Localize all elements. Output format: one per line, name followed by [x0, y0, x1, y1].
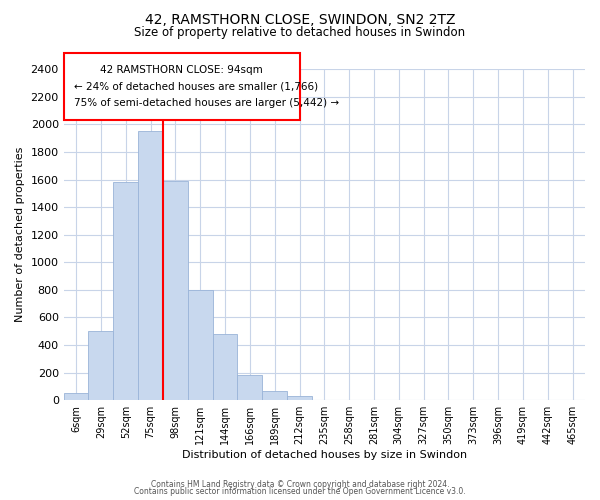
Bar [238, 374, 262, 400]
Bar [163, 181, 188, 400]
Bar [287, 396, 312, 400]
Text: Size of property relative to detached houses in Swindon: Size of property relative to detached ho… [134, 26, 466, 39]
Text: 42, RAMSTHORN CLOSE, SWINDON, SN2 2TZ: 42, RAMSTHORN CLOSE, SWINDON, SN2 2TZ [145, 12, 455, 26]
Bar [138, 132, 163, 400]
Bar [212, 334, 238, 400]
FancyBboxPatch shape [64, 52, 299, 120]
Bar [188, 290, 212, 400]
Text: 42 RAMSTHORN CLOSE: 94sqm: 42 RAMSTHORN CLOSE: 94sqm [100, 64, 263, 74]
X-axis label: Distribution of detached houses by size in Swindon: Distribution of detached houses by size … [182, 450, 467, 460]
Text: Contains HM Land Registry data © Crown copyright and database right 2024.: Contains HM Land Registry data © Crown c… [151, 480, 449, 489]
Bar [88, 332, 113, 400]
Bar [64, 392, 88, 400]
Bar [113, 182, 138, 400]
Text: ← 24% of detached houses are smaller (1,766): ← 24% of detached houses are smaller (1,… [74, 82, 318, 92]
Y-axis label: Number of detached properties: Number of detached properties [15, 147, 25, 322]
Text: Contains public sector information licensed under the Open Government Licence v3: Contains public sector information licen… [134, 487, 466, 496]
Bar [262, 391, 287, 400]
Text: 75% of semi-detached houses are larger (5,442) →: 75% of semi-detached houses are larger (… [74, 98, 339, 108]
